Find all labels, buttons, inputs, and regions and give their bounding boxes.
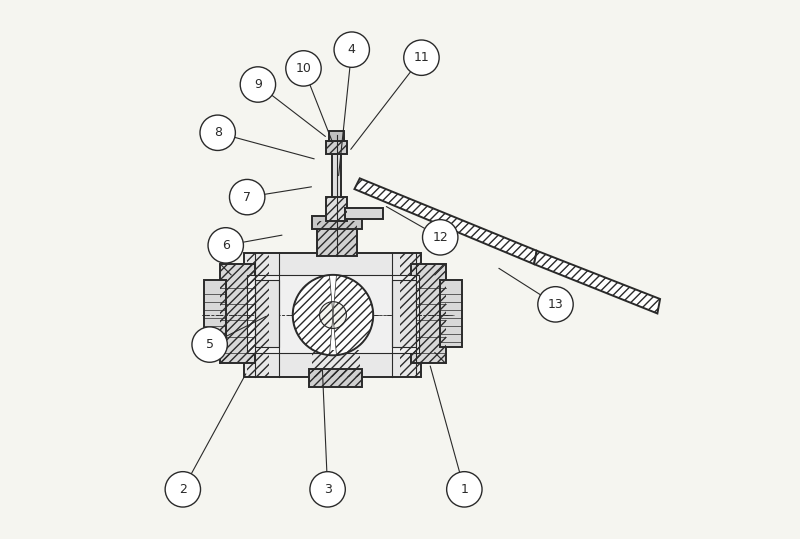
Bar [326,141,347,154]
Bar [255,280,279,347]
Polygon shape [534,251,660,314]
Circle shape [334,32,370,67]
Text: 4: 4 [348,43,356,56]
Circle shape [165,472,201,507]
Bar [311,216,362,229]
Text: 5: 5 [206,338,214,351]
Polygon shape [346,208,383,218]
Bar [309,369,362,388]
Circle shape [230,179,265,215]
Bar [220,264,255,363]
Bar [392,280,416,347]
Bar [247,253,269,377]
Bar [410,264,446,363]
Bar [220,264,255,363]
Bar [311,350,360,377]
Circle shape [192,327,227,362]
Circle shape [208,227,243,263]
Bar [245,253,422,377]
Bar [309,369,362,388]
Text: 6: 6 [222,239,230,252]
Circle shape [310,472,346,507]
Text: 12: 12 [432,231,448,244]
Circle shape [240,67,275,102]
Bar [333,154,341,197]
Circle shape [422,219,458,255]
Bar [440,280,462,347]
Text: 9: 9 [254,78,262,91]
Bar [326,141,347,154]
Bar [330,131,344,141]
Circle shape [286,51,321,86]
Text: 3: 3 [324,483,331,496]
Text: 2: 2 [179,483,186,496]
Bar [326,197,347,221]
Bar [247,275,418,353]
Circle shape [404,40,439,75]
Bar [317,221,357,256]
Circle shape [446,472,482,507]
Text: 8: 8 [214,126,222,139]
Polygon shape [354,178,537,264]
Bar [410,264,446,363]
Text: 11: 11 [414,51,430,64]
Text: 7: 7 [243,191,251,204]
Bar [400,253,422,377]
Bar [326,197,347,221]
Text: 1: 1 [461,483,468,496]
Bar [317,221,357,256]
Circle shape [538,287,573,322]
Bar [204,280,226,347]
Text: 13: 13 [548,298,563,311]
Circle shape [319,302,346,328]
Circle shape [293,275,373,355]
Text: 10: 10 [295,62,311,75]
Circle shape [200,115,235,150]
